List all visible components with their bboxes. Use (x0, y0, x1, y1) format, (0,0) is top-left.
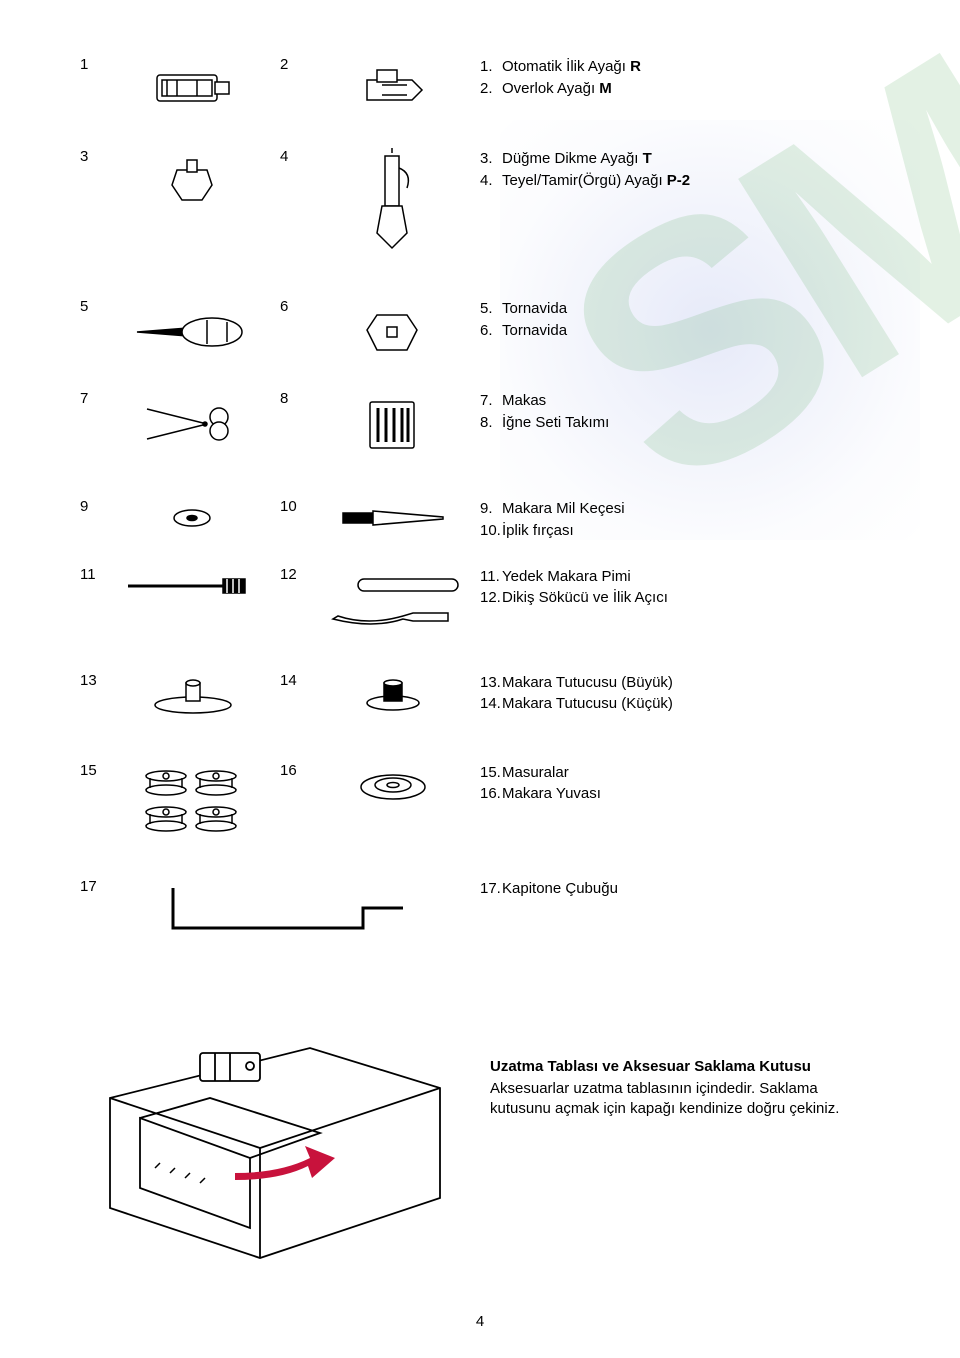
cell-item-3: 3 (80, 148, 280, 216)
desc-line: 3.Düğme Dikme Ayağı T (480, 148, 690, 170)
accessory-row: 5 6 5.Tornavida 6.Tornavida (80, 298, 880, 366)
item-number: 3 (80, 148, 94, 165)
storage-text: Uzatma Tablası ve Aksesuar Saklama Kutus… (490, 988, 880, 1120)
cell-item-1: 1 (80, 56, 280, 124)
illus-bobbin-case (307, 762, 480, 812)
item-number: 2 (280, 56, 294, 73)
accessory-row: 11 12 11.Yedek Makara Pimi 12.Dikiş Sökü… (80, 566, 880, 636)
desc-group-13-14: 13.Makara Tutucusu (Büyük) 14.Makara Tut… (480, 672, 880, 716)
illus-overlock-foot (304, 56, 480, 124)
illus-screwdriver-large (104, 298, 280, 366)
desc-line: 11.Yedek Makara Pimi (480, 566, 668, 588)
item-number: 5 (80, 298, 94, 315)
cell-item-2: 2 (280, 56, 480, 124)
desc-line: 6.Tornavida (480, 320, 567, 342)
machine-illustration-cell (80, 988, 490, 1278)
page-container: 1 2 1.Otomatik İlik Ayağı R 2.Overlok Ay… (0, 0, 960, 1358)
desc-line: 4.Teyel/Tamir(Örgü) Ayağı P-2 (480, 170, 690, 192)
page-number: 4 (0, 1313, 960, 1330)
accessory-row: 15 16 15.Masuralar 16.Makara Yuvası (80, 762, 880, 842)
illus-needle-set (304, 390, 480, 458)
illus-scissors (104, 390, 280, 458)
item-number: 4 (280, 148, 294, 165)
desc-line: 7.Makas (480, 390, 609, 412)
illus-bobbins (107, 762, 280, 842)
storage-body: Aksesuarlar uzatma tablasının içindedir.… (490, 1079, 870, 1120)
illus-spool-pin (106, 566, 280, 606)
illus-extension-table (80, 1018, 460, 1278)
cell-item-7: 7 (80, 390, 280, 458)
desc-line: 17.Kapitone Çubuğu (480, 878, 618, 900)
item-number: 17 (80, 878, 97, 895)
desc-line: 2.Overlok Ayağı M (480, 78, 641, 100)
desc-group-5-6: 5.Tornavida 6.Tornavida (480, 298, 880, 342)
illus-spool-holder-small (307, 672, 480, 722)
item-number: 8 (280, 390, 294, 407)
cell-item-11: 11 (80, 566, 280, 606)
desc-line: 10.İplik fırçası (480, 520, 625, 542)
item-number: 12 (280, 566, 297, 583)
desc-line: 5.Tornavida (480, 298, 567, 320)
storage-section: Uzatma Tablası ve Aksesuar Saklama Kutus… (80, 988, 880, 1278)
illus-darning-foot (304, 148, 480, 258)
desc-line: 1.Otomatik İlik Ayağı R (480, 56, 641, 78)
item-number: 16 (280, 762, 297, 779)
desc-line: 14.Makara Tutucusu (Küçük) (480, 693, 673, 715)
item-number: 10 (280, 498, 297, 515)
illus-spool-felt (104, 498, 280, 538)
desc-line: 15.Masuralar (480, 762, 601, 784)
cell-item-8: 8 (280, 390, 480, 458)
desc-line: 8.İğne Seti Takımı (480, 412, 609, 434)
desc-group-9-10: 9.Makara Mil Keçesi 10.İplik fırçası (480, 498, 880, 542)
item-number: 14 (280, 672, 297, 689)
storage-heading: Uzatma Tablası ve Aksesuar Saklama Kutus… (490, 1058, 870, 1075)
desc-group-7-8: 7.Makas 8.İğne Seti Takımı (480, 390, 880, 434)
illus-seam-ripper (307, 566, 480, 636)
accessory-row: 13 14 13.Makara Tutucusu (Büyük) 14.Maka… (80, 672, 880, 722)
illus-screwdriver-key (304, 298, 480, 366)
desc-line: 13.Makara Tutucusu (Büyük) (480, 672, 673, 694)
desc-group-17: 17.Kapitone Çubuğu (480, 878, 880, 900)
cell-item-12: 12 (280, 566, 480, 636)
cell-item-14: 14 (280, 672, 480, 722)
cell-item-16: 16 (280, 762, 480, 812)
item-number: 1 (80, 56, 94, 73)
cell-item-13: 13 (80, 672, 280, 722)
accessory-row: 17 17.Kapitone Çubuğu (80, 878, 880, 948)
desc-group-15-16: 15.Masuralar 16.Makara Yuvası (480, 762, 880, 806)
item-number: 7 (80, 390, 94, 407)
cell-item-9: 9 (80, 498, 280, 538)
item-number: 6 (280, 298, 294, 315)
accessory-row: 3 4 3.Düğme Dikme Ayağı T 4.Teyel/Tamir(… (80, 148, 880, 258)
desc-line: 9.Makara Mil Keçesi (480, 498, 625, 520)
desc-group-11-12: 11.Yedek Makara Pimi 12.Dikiş Sökücü ve … (480, 566, 880, 610)
item-number: 13 (80, 672, 97, 689)
accessory-row: 9 10 9.Makara Mil Keçesi 10.İplik fırças… (80, 498, 880, 542)
illus-button-sew-foot (104, 148, 280, 216)
cell-item-4: 4 (280, 148, 480, 258)
desc-line: 16.Makara Yuvası (480, 783, 601, 805)
accessory-row: 1 2 1.Otomatik İlik Ayağı R 2.Overlok Ay… (80, 56, 880, 124)
cell-item-5: 5 (80, 298, 280, 366)
cell-item-10: 10 (280, 498, 480, 538)
illus-spool-holder-large (107, 672, 280, 722)
illus-quilting-bar (107, 878, 480, 948)
desc-line: 12.Dikiş Sökücü ve İlik Açıcı (480, 587, 668, 609)
desc-group-3-4: 3.Düğme Dikme Ayağı T 4.Teyel/Tamir(Örgü… (480, 148, 880, 192)
cell-item-6: 6 (280, 298, 480, 366)
illus-lint-brush (307, 498, 480, 538)
item-number: 9 (80, 498, 94, 515)
accessory-row: 7 8 7.Makas 8.İğne Seti Takımı (80, 390, 880, 458)
illus-buttonhole-foot (104, 56, 280, 124)
cell-item-17: 17 (80, 878, 480, 948)
item-number: 15 (80, 762, 97, 779)
desc-group-1-2: 1.Otomatik İlik Ayağı R 2.Overlok Ayağı … (480, 56, 880, 100)
cell-item-15: 15 (80, 762, 280, 842)
item-number: 11 (80, 566, 96, 583)
